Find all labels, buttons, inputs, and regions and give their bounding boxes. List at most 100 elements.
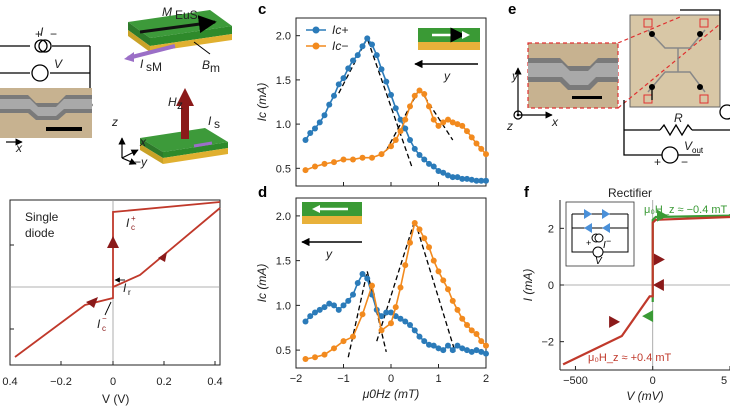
svg-text:sM: sM [146,60,162,74]
resistor-label: R [674,111,683,125]
current-source-icon [34,39,48,53]
svg-text:I: I [603,240,606,251]
x-tick-label: −500 [563,375,588,387]
data-point [407,322,413,329]
svg-text:I: I [123,281,127,295]
data-point [430,257,437,264]
data-point [340,75,347,82]
data-point [350,57,356,64]
legend-marker [312,42,320,50]
data-point [445,286,451,293]
data-point [483,342,489,349]
data-point [459,315,466,322]
data-point [440,119,447,126]
y-tick-label: 1.0 [276,119,291,131]
data-point [464,322,470,329]
x-tick-label: −0.2 [50,376,72,388]
x-tick-label: 0.4 [207,376,222,388]
red-curve-label: μ₀H_z ≈ +0.4 mT [588,352,672,364]
data-point [302,318,309,325]
circuit-schematic: + − I V x [0,25,93,155]
data-point [312,354,318,361]
data-point [307,313,314,320]
legend-label: Ic− [332,39,348,53]
y-tick-label: 1.5 [276,256,291,268]
data-point [473,177,480,184]
minus-sign: − [50,27,57,41]
data-point [359,43,366,50]
data-point [411,145,418,152]
data-point [364,275,371,282]
data-point [411,327,418,334]
voltmeter-icon [31,64,49,82]
data-point [392,304,399,311]
y-tick-label: 2 [548,223,554,235]
svg-text:c: c [102,324,106,333]
data-point [416,152,423,159]
data-point [435,345,442,352]
data-point [468,327,475,334]
y-tick-label: 0.5 [276,163,291,175]
data-point [411,220,418,227]
data-point [440,169,447,176]
x-axis-title: μ0Hz (mT) [362,387,420,401]
data-point [473,140,480,147]
data-point [340,338,347,345]
data-point [426,103,432,110]
spin-current-arrow-icon [127,44,176,60]
svg-text:z: z [177,98,183,112]
data-point [421,235,428,242]
sweep-arrow-icon [609,315,621,328]
panel-label-c: c [258,1,266,18]
x-tick-label: −1 [337,373,350,385]
svg-text:y: y [511,69,519,83]
svg-text:y: y [443,69,451,83]
current-label: I [40,25,44,39]
data-point [312,309,318,316]
x-tick-label: 0 [388,373,394,385]
panel-title: Single [25,210,59,224]
y-tick-label: 2.0 [276,211,291,223]
x-tick-label: 2 [483,373,489,385]
data-point [326,101,333,108]
svg-text:V: V [595,256,603,267]
chart-f: 2 0 −2 −500 0 5 I (mA) V (mV) [521,200,730,403]
data-point [449,347,456,354]
sweep-arrow-icon [657,209,668,222]
data-point [464,347,470,354]
data-point [407,137,413,144]
iv-curve [14,201,221,358]
scale-bar [46,127,82,131]
svg-text:I: I [208,114,212,128]
data-point [478,348,485,355]
data-point [397,284,404,291]
data-point [483,177,489,184]
data-point [468,348,475,355]
legend-label: Ic+ [332,23,348,37]
data-point [378,313,385,320]
data-point [354,52,361,59]
data-point [416,226,423,233]
data-point [468,134,475,141]
data-point [459,345,466,352]
data-point [392,137,399,144]
data-point [331,92,337,99]
magnetization-label: M [162,5,172,19]
svg-text:s: s [214,117,220,131]
data-point [345,65,352,72]
data-point [449,297,456,304]
y-tick-label: 1.0 [276,300,291,312]
data-point [369,154,375,161]
fit-line [338,36,413,169]
data-point [402,125,409,132]
data-point [459,175,466,182]
data-point [359,311,366,318]
data-point [388,143,394,150]
data-point [350,291,356,298]
data-point [335,81,342,88]
svg-text:−: − [681,155,688,169]
series-line [651,214,730,302]
x-axis-title: V (V) [102,392,129,406]
x-axis-label: x [15,141,23,155]
field-arrow-icon [181,105,189,139]
